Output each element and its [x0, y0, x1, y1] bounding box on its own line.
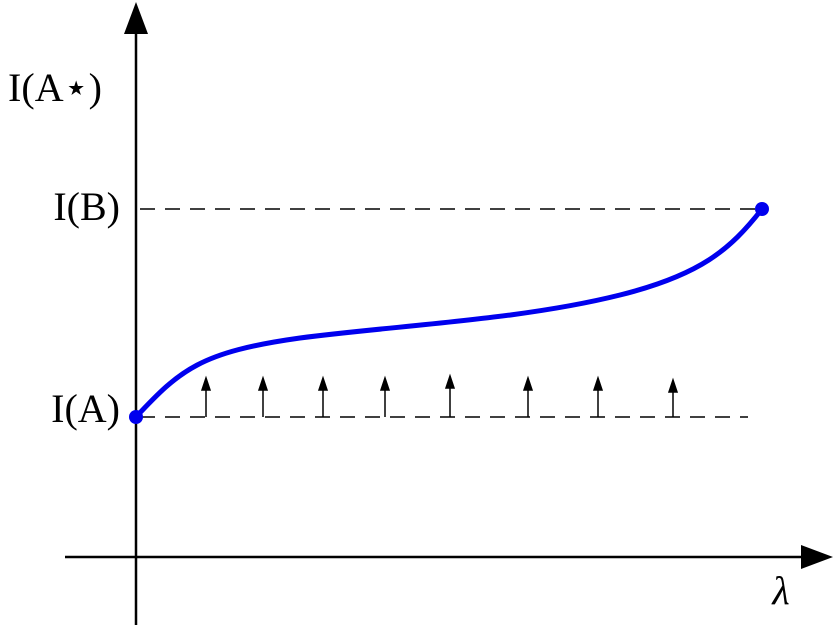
arrow	[317, 375, 329, 417]
lower-level-label: I(A)	[51, 386, 120, 431]
arrow	[522, 375, 534, 417]
curve	[134, 207, 764, 419]
upper-level-label: I(B)	[53, 184, 120, 229]
end-point	[755, 202, 769, 216]
x-axis-arrow	[801, 545, 833, 569]
arrow	[257, 375, 269, 417]
arrow	[444, 373, 456, 417]
arrow	[667, 377, 679, 417]
x-axis-label: λ	[771, 568, 789, 613]
arrow	[592, 375, 604, 417]
y-axis-label: I(A⋆)	[8, 65, 102, 110]
y-axis-arrow	[124, 2, 148, 34]
arrow-group	[200, 373, 679, 417]
arrow	[200, 375, 212, 417]
arrow	[379, 375, 391, 417]
start-point	[129, 410, 143, 424]
